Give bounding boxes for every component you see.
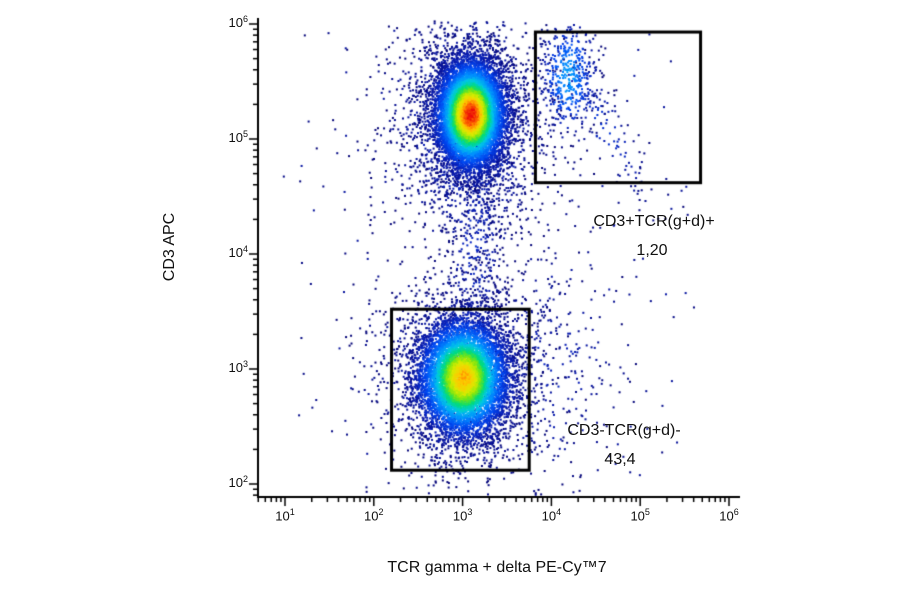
x-tick-label: 102 bbox=[364, 507, 384, 524]
x-tick-label: 104 bbox=[541, 507, 562, 524]
x-tick-label: 103 bbox=[452, 507, 473, 524]
x-tick-label: 105 bbox=[630, 507, 650, 524]
x-tick-label: 106 bbox=[719, 507, 739, 524]
y-tick-label: 106 bbox=[228, 13, 248, 31]
y-tick-label: 103 bbox=[228, 358, 248, 376]
y-tick-label: 102 bbox=[228, 473, 248, 491]
y-axis-title: CD3 APC bbox=[161, 212, 178, 282]
x-axis-title: TCR gamma + delta PE-Cy™7 bbox=[387, 559, 607, 576]
y-tick-label: 104 bbox=[228, 243, 248, 261]
gate-value-cd3neg-tcrgdneg: 43,4 bbox=[604, 451, 636, 468]
gate-label-cd3pos-tcrgdpos: CD3+TCR(g+d)+ bbox=[593, 213, 715, 230]
x-tick-label: 101 bbox=[275, 507, 295, 524]
gate-label-cd3neg-tcrgdneg: CD3-TCR(g+d)- bbox=[567, 422, 681, 439]
gate-value-cd3pos-tcrgdpos: 1,20 bbox=[636, 242, 668, 259]
y-tick-label: 105 bbox=[228, 128, 248, 146]
